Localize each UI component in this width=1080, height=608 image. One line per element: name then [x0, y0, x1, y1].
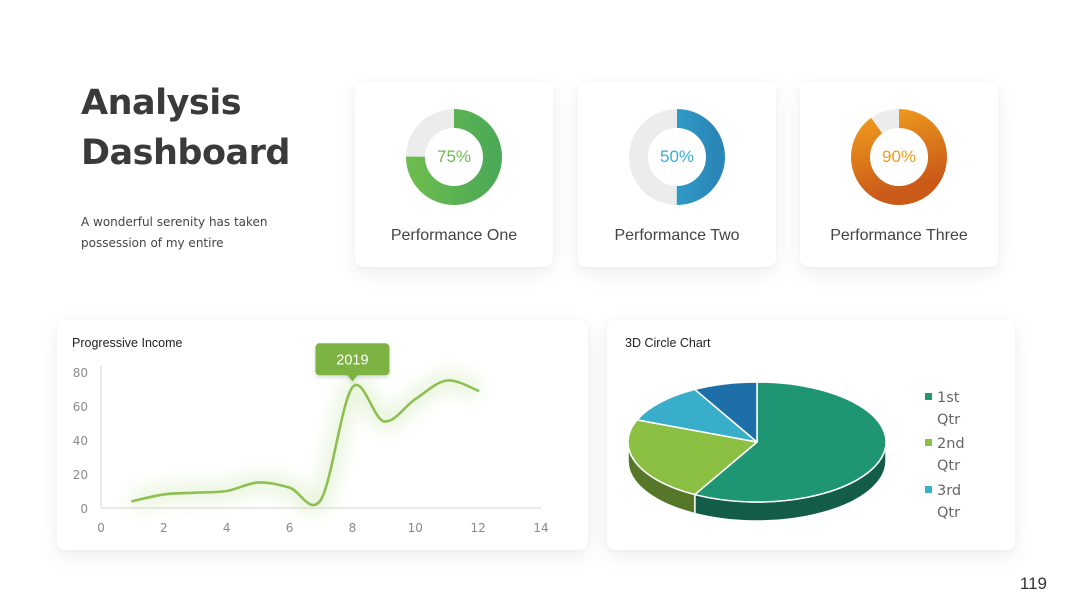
performance-three-donut [851, 109, 947, 205]
legend-label-2nd: 2nd [937, 436, 965, 452]
x-tick-label: 2 [160, 521, 168, 535]
pie-slice-3rd-qtr [636, 388, 758, 443]
legend-swatch-3rd [925, 486, 932, 493]
y-tick-label: 80 [73, 366, 88, 380]
circle-chart-card: 3D Circle Chart 1st Qtr 2nd Qtr 3rd Qtr [607, 320, 1015, 550]
pie-slice-2nd-qtr [627, 419, 758, 496]
x-tick-label: 14 [533, 521, 548, 535]
page-title: Analysis Dashboard [81, 78, 290, 178]
pie-chart: 1st Qtr 2nd Qtr 3rd Qtr [627, 381, 965, 522]
y-tick-label: 0 [80, 502, 88, 516]
pie-chart-title: 3D Circle Chart [625, 336, 711, 350]
performance-three-value: 90% [881, 147, 917, 166]
x-tick-label: 6 [286, 521, 294, 535]
legend-swatch-1st [925, 393, 932, 400]
y-tick-label: 40 [73, 434, 88, 448]
pie-slice-other [694, 381, 758, 443]
legend-label-1st: 1st [937, 390, 960, 406]
progressive-income-card: Progressive Income 0 20 40 60 80 0 2 4 6 8 10 12 14 … [57, 320, 588, 550]
performance-three-label: Performance Three [830, 227, 968, 244]
pie-slice-1st-qtr [694, 381, 887, 503]
line-glow [130, 372, 482, 513]
x-tick-label: 4 [223, 521, 231, 535]
performance-two-label: Performance Two [614, 227, 740, 244]
donut-arc [406, 109, 502, 205]
legend-swatch-2nd [925, 439, 932, 446]
page-title-line2: Dashboard [81, 133, 290, 173]
legend-label-2nd-qtr: Qtr [937, 458, 960, 474]
series-line [131, 379, 480, 507]
line-chart-title: Progressive Income [72, 336, 183, 350]
legend-label-1st-qtr: Qtr [937, 412, 960, 428]
y-tick-label: 20 [73, 468, 88, 482]
line-chart: 0 20 40 60 80 0 2 4 6 8 10 12 14 2019 [73, 343, 549, 535]
y-tick-label: 60 [73, 400, 88, 414]
callout-pointer [346, 374, 359, 382]
donut-arc [851, 109, 947, 205]
x-tick-label: 12 [471, 521, 486, 535]
legend-label-3rd: 3rd [937, 483, 961, 499]
performance-one-donut [406, 109, 502, 205]
x-tick-label: 8 [349, 521, 357, 535]
performance-one-label: Performance One [390, 227, 518, 244]
performance-card-one: 75% Performance One [355, 82, 553, 267]
callout-label: 2019 [336, 352, 368, 368]
performance-card-three: 90% Performance Three [800, 82, 998, 267]
x-tick-label: 10 [408, 521, 423, 535]
callout-box [315, 343, 390, 376]
performance-one-value: 75% [436, 147, 472, 166]
donut-arc [629, 109, 725, 205]
x-tick-label: 0 [97, 521, 105, 535]
page-title-line1: Analysis [81, 83, 242, 123]
year-callout: 2019 [315, 343, 390, 382]
page-number: 119 [1019, 574, 1047, 593]
performance-two-value: 50% [659, 147, 695, 166]
page-subtitle: A wonderful serenity has taken possessio… [81, 215, 268, 250]
performance-two-donut [629, 109, 725, 205]
legend-label-3rd-qtr: Qtr [937, 505, 960, 521]
performance-card-two: 50% Performance Two [578, 82, 776, 267]
